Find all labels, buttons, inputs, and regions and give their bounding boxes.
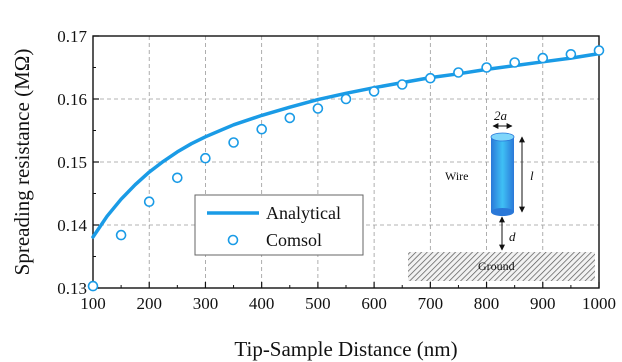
wire-body (491, 137, 514, 212)
gap-label: d (509, 229, 516, 244)
comsol-point (509, 57, 521, 68)
comsol-point (284, 112, 296, 124)
x-tick-label: 500 (305, 294, 331, 313)
wire-top (490, 132, 515, 142)
ground-label: Ground (478, 259, 515, 273)
x-tick-label: 800 (474, 294, 500, 313)
y-tick-label: 0.15 (57, 153, 87, 172)
comsol-point (200, 152, 211, 164)
x-tick-label: 300 (193, 294, 219, 313)
comsol-point (115, 229, 127, 241)
series-layer (87, 45, 605, 292)
x-tick-label: 400 (249, 294, 275, 313)
comsol-point (453, 67, 464, 78)
ground-plate (408, 252, 595, 281)
inset-schematic: Wire 2a l d Ground (408, 108, 595, 281)
comsol-point (396, 79, 408, 90)
legend-box (194, 194, 364, 256)
x-tick-label: 600 (361, 294, 387, 313)
y-tick-label: 0.17 (57, 27, 87, 46)
x-tick-label: 100 (80, 294, 106, 313)
comsol-point (256, 123, 268, 135)
radius-label: 2a (494, 108, 508, 123)
x-tick-label: 700 (418, 294, 444, 313)
comsol-point (312, 103, 324, 114)
x-axis-title: Tip-Sample Distance (nm) (234, 337, 457, 361)
comsol-point (87, 280, 99, 292)
legend: Analytical Comsol (194, 194, 364, 256)
comsol-point (228, 137, 239, 148)
y-axis-title: Spreading resistance (MΩ) (10, 49, 34, 276)
y-tick-label: 0.13 (57, 279, 87, 298)
x-axis: 100 200 300 400 500 600 700 800 900 1000 (80, 282, 616, 313)
comsol-point (368, 86, 380, 97)
comsol-point (143, 196, 155, 207)
y-tick-label: 0.16 (57, 90, 87, 109)
comsol-point (481, 62, 492, 73)
x-tick-label: 200 (136, 294, 162, 313)
series-line-analytical (91, 51, 601, 239)
comsol-point (593, 45, 605, 56)
comsol-point (340, 93, 352, 105)
x-tick-label: 1000 (582, 294, 616, 313)
y-axis: 0.13 0.14 0.15 0.16 0.17 (57, 27, 99, 298)
comsol-point (565, 48, 577, 60)
x-tick-label: 900 (530, 294, 556, 313)
wire-label: Wire (445, 169, 469, 183)
legend-swatch-comsol (227, 234, 239, 246)
legend-label-analytical: Analytical (266, 203, 341, 223)
comsol-point (424, 72, 436, 84)
wire-bottom (491, 208, 514, 216)
legend-label-comsol: Comsol (266, 230, 322, 250)
comsol-point (172, 172, 183, 184)
length-label: l (530, 168, 534, 183)
comsol-point (537, 52, 549, 64)
y-tick-label: 0.14 (57, 216, 87, 235)
